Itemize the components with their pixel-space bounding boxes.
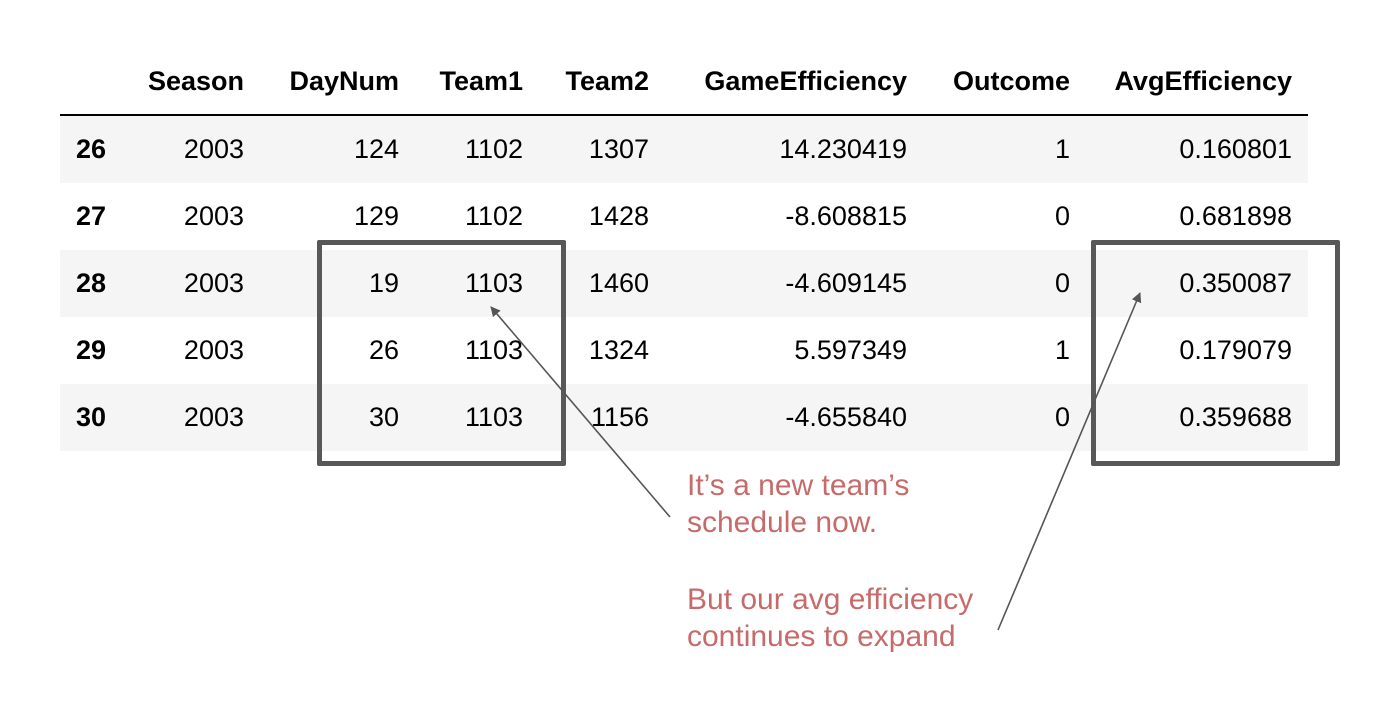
cell-team2: 1307 <box>588 134 649 164</box>
table-header: Season DayNum Team1 Team2 GameEfficiency… <box>60 48 1308 116</box>
cell-team2: 1428 <box>588 201 649 231</box>
arrow-to-avgefficiency <box>997 292 1142 631</box>
header-daynum: DayNum <box>260 48 415 116</box>
cell-avgefficiency: 0.350087 <box>1179 268 1292 298</box>
annotation-avg-efficiency: But our avg efficiency continues to expa… <box>687 581 973 655</box>
header-index <box>60 48 136 116</box>
row-index: 27 <box>76 201 107 231</box>
arrow-to-team1 <box>490 306 671 518</box>
cell-season: 2003 <box>183 402 244 432</box>
cell-team2: 1156 <box>590 402 649 432</box>
table-row: 29 2003 26 1103 1324 5.597349 1 0.179079 <box>60 317 1308 384</box>
cell-avgefficiency: 0.160801 <box>1179 134 1292 164</box>
cell-daynum: 129 <box>353 201 399 231</box>
cell-daynum: 124 <box>353 134 399 164</box>
annotation-new-team: It’s a new team’s schedule now. <box>687 467 909 541</box>
cell-avgefficiency: 0.681898 <box>1179 201 1292 231</box>
cell-gameefficiency: -8.608815 <box>785 201 907 231</box>
cell-team2: 1324 <box>588 335 649 365</box>
cell-avgefficiency: 0.359688 <box>1179 402 1292 432</box>
row-index: 30 <box>76 402 107 432</box>
cell-gameefficiency: 5.597349 <box>794 335 907 365</box>
cell-team1: 1103 <box>464 335 523 365</box>
header-outcome: Outcome <box>923 48 1086 116</box>
cell-team1: 1102 <box>464 134 523 164</box>
header-gameefficiency: GameEfficiency <box>665 48 923 116</box>
highlight-box-team-columns <box>317 240 566 466</box>
cell-team1: 1103 <box>464 402 523 432</box>
cell-outcome: 0 <box>1054 201 1070 231</box>
cell-team1: 1102 <box>464 201 523 231</box>
cell-daynum: 30 <box>368 402 399 432</box>
cell-gameefficiency: -4.609145 <box>785 268 907 298</box>
cell-daynum: 26 <box>368 335 399 365</box>
header-team1: Team1 <box>415 48 539 116</box>
cell-outcome: 1 <box>1054 335 1070 365</box>
table-row: 26 2003 124 1102 1307 14.230419 1 0.1608… <box>60 115 1308 183</box>
highlight-box-avgefficiency <box>1091 240 1340 466</box>
table-row: 28 2003 19 1103 1460 -4.609145 0 0.35008… <box>60 250 1308 317</box>
table-row: 30 2003 30 1103 1156 -4.655840 0 0.35968… <box>60 384 1308 451</box>
cell-team1: 1103 <box>464 268 523 298</box>
annotation-avg-line1: But our avg efficiency <box>687 583 974 616</box>
cell-gameefficiency: -4.655840 <box>785 402 907 432</box>
cell-daynum: 19 <box>368 268 399 298</box>
annotation-new-team-line1: It’s a new team’s <box>687 469 910 502</box>
header-avgefficiency: AvgEfficiency <box>1086 48 1308 116</box>
dataframe-table: Season DayNum Team1 Team2 GameEfficiency… <box>60 48 1308 451</box>
row-index: 26 <box>76 134 107 164</box>
cell-outcome: 1 <box>1054 134 1070 164</box>
annotation-new-team-line2: schedule now. <box>687 506 878 539</box>
annotation-avg-line2: continues to expand <box>687 620 956 653</box>
cell-season: 2003 <box>183 268 244 298</box>
row-index: 29 <box>76 335 107 365</box>
cell-season: 2003 <box>183 201 244 231</box>
cell-team2: 1460 <box>588 268 649 298</box>
header-row: Season DayNum Team1 Team2 GameEfficiency… <box>60 48 1308 116</box>
row-index: 28 <box>76 268 107 298</box>
cell-gameefficiency: 14.230419 <box>779 134 907 164</box>
cell-outcome: 0 <box>1054 268 1070 298</box>
cell-season: 2003 <box>183 134 244 164</box>
cell-outcome: 0 <box>1054 402 1070 432</box>
header-team2: Team2 <box>539 48 665 116</box>
table-row: 27 2003 129 1102 1428 -8.608815 0 0.6818… <box>60 183 1308 250</box>
cell-avgefficiency: 0.179079 <box>1179 335 1292 365</box>
table-body: 26 2003 124 1102 1307 14.230419 1 0.1608… <box>60 115 1308 451</box>
cell-season: 2003 <box>183 335 244 365</box>
header-season: Season <box>136 48 260 116</box>
